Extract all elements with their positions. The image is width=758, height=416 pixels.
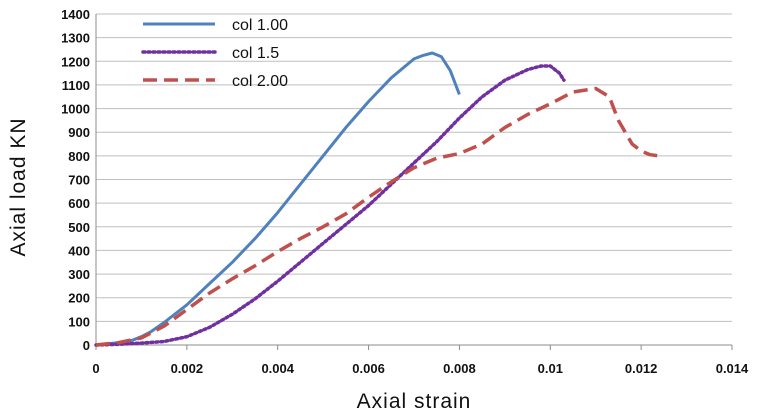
axes [95,14,733,350]
x-axis-title: Axial strain [357,390,472,413]
y-tick-label: 400 [68,243,90,258]
y-axis-title: Axial load KN [7,117,30,256]
x-tick-label: 0.002 [171,361,204,376]
x-tick-label: 0.008 [443,361,476,376]
legend-label-2: col 1.5 [232,45,279,62]
series-line-2 [94,64,566,347]
x-tick-label: 0.014 [716,361,749,376]
data-series [94,51,660,347]
y-tick-label: 1300 [61,31,90,46]
y-tick-label: 100 [68,314,90,329]
x-tick-label: 0.004 [261,361,294,376]
y-tick-label: 1000 [61,102,90,117]
y-tick-label: 1200 [61,54,90,69]
y-tick-label: 900 [68,125,90,140]
x-tick-label: 0.012 [625,361,658,376]
x-tick-labels: 0 0.002 0.004 0.006 0.008 0.01 0.012 0.014 [92,361,749,376]
x-tick-label: 0.01 [538,361,563,376]
y-tick-label: 700 [68,173,90,188]
y-tick-label: 1400 [61,7,90,22]
x-tick-label: 0.006 [352,361,385,376]
y-tick-label: 500 [68,220,90,235]
legend: col 1.00 col 1.5 col 2.00 [141,17,288,90]
legend-label-1: col 1.00 [232,17,288,34]
y-tick-label: 600 [68,196,90,211]
y-tick-label: 200 [68,291,90,306]
y-tick-labels: 0 100 200 300 400 500 600 700 800 900 1000 1100 1200… [61,7,90,353]
legend-label-3: col 2.00 [232,73,288,90]
series-line-3 [95,86,660,347]
y-tick-label: 800 [68,149,90,164]
y-tick-label: 1100 [62,78,90,93]
x-tick-label: 0 [92,361,99,376]
y-tick-label: 0 [83,338,90,353]
gridlines [96,13,732,322]
y-tick-label: 300 [68,267,90,282]
